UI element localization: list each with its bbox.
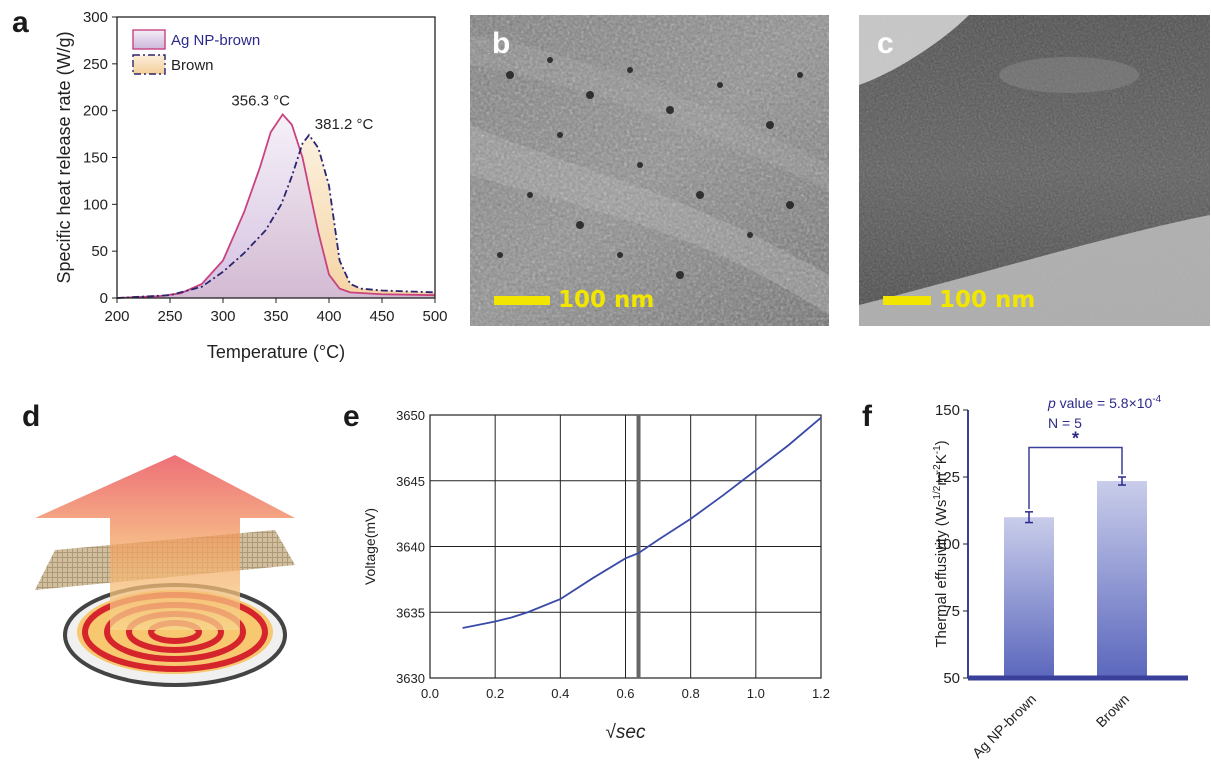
heat-arrow-icon <box>35 455 295 630</box>
voltage-line <box>462 416 822 629</box>
x-tick-label: 400 <box>316 308 341 325</box>
series-line-ag-np-brown <box>116 112 436 299</box>
x-tick-label: 300 <box>210 308 235 325</box>
area-fill-ag-np-brown <box>117 114 435 298</box>
x-tick-label: 0.6 <box>616 686 634 701</box>
significance-star: * <box>1072 429 1079 449</box>
y-tick-label: 200 <box>83 103 108 120</box>
y-label-sup: -2 <box>932 464 943 473</box>
y-tick-label: 300 <box>83 9 108 26</box>
y-tick-label: 0 <box>100 290 108 307</box>
y-tick-label: 150 <box>935 402 960 419</box>
x-tick-label: 0.4 <box>551 686 569 701</box>
x-axis-label: √sec <box>606 722 646 743</box>
x-tick-label: 1.0 <box>747 686 765 701</box>
sem-image-b: b 100 nm <box>470 15 829 326</box>
x-tick-label: 250 <box>157 308 182 325</box>
p-value-text: value = 5.8×10 <box>1056 395 1153 411</box>
x-tick-label: 350 <box>263 308 288 325</box>
p-value-annotation: p value = 5.8×10-4 <box>1047 395 1162 411</box>
panel-label-c: c <box>877 27 894 60</box>
panel-label-a: a <box>12 6 29 39</box>
sample-size: N = 5 <box>1048 415 1082 431</box>
y-tick-label: 125 <box>935 469 960 486</box>
y-tick-label: 75 <box>943 603 960 620</box>
scale-bar-c: 100 nm <box>883 287 1035 313</box>
thermal-effusivity-chart: Ag NP-brown Brown 50 75 100 125 150 * p value = … <box>932 395 1188 761</box>
peak-label: 381.2 °C <box>315 116 374 133</box>
significance-bracket <box>1028 446 1123 510</box>
y-tick-label: 50 <box>91 243 108 260</box>
y-label-part: m <box>933 473 950 486</box>
sem-image-c: c 100 nm <box>859 15 1210 326</box>
panel-label-b: b <box>492 27 511 60</box>
y-label-sup: -1 <box>932 445 943 454</box>
series-line-brown <box>116 133 436 299</box>
p-symbol: p <box>1047 395 1056 411</box>
y-tick-label: 150 <box>83 150 108 167</box>
bar-ag-np-brown <box>1004 517 1054 678</box>
scale-bar-text-c: 100 nm <box>939 287 1036 313</box>
legend-entry: Ag NP-brown <box>171 32 260 49</box>
x-tick-label: 450 <box>369 308 394 325</box>
y-tick-label: 3650 <box>396 408 425 423</box>
y-tick-label: 3635 <box>396 605 425 620</box>
y-tick-label: 100 <box>935 536 960 553</box>
peak-label: 356.3 °C <box>231 92 290 109</box>
sem-texture-c <box>859 15 1210 326</box>
heating-schematic <box>35 455 295 687</box>
legend-entry: Brown <box>171 57 214 74</box>
heat-release-chart: 356.3 °C 381.2 °C 200 250 300 350 400 450 500 0 50… <box>54 9 448 362</box>
legend-swatch <box>132 54 166 75</box>
x-tick-label: 0.8 <box>682 686 700 701</box>
y-axis-label: Thermal effusivity (Ws1/2m-2K-1) <box>932 440 950 647</box>
panel-label-f: f <box>862 400 872 433</box>
sem-texture-b <box>470 15 829 326</box>
y-tick-label: 3630 <box>396 671 425 686</box>
y-label-part: Thermal effusivity (Ws <box>933 500 950 648</box>
y-tick-label: 3645 <box>396 474 425 489</box>
panel-label-e: e <box>343 400 360 433</box>
y-label-sup: 1/2 <box>932 485 943 499</box>
scale-bar-b: 100 nm <box>494 287 654 313</box>
category-label: Brown <box>1093 691 1132 730</box>
legend-swatch <box>132 29 166 50</box>
y-tick-label: 3640 <box>396 540 425 555</box>
y-axis-label: Voltage(mV) <box>362 508 378 585</box>
bar-brown <box>1097 481 1147 678</box>
x-axis-label: Temperature (°C) <box>207 342 345 362</box>
voltage-chart: 0.0 0.2 0.4 0.6 0.8 1.0 1.2 3630 3635 3640 3645 365… <box>362 408 830 743</box>
p-value-exponent: -4 <box>1152 395 1161 405</box>
x-tick-label: 0.2 <box>486 686 504 701</box>
panel-label-d: d <box>22 400 41 433</box>
x-tick-label: 0.0 <box>421 686 439 701</box>
x-tick-label: 1.2 <box>812 686 830 701</box>
x-tick-label: 200 <box>104 308 129 325</box>
y-tick-label: 100 <box>83 196 108 213</box>
scale-bar-line-c <box>883 295 931 305</box>
y-tick-label: 50 <box>943 670 960 687</box>
scale-bar-line-b <box>494 295 550 305</box>
scale-bar-text-b: 100 nm <box>558 287 655 313</box>
y-label-part: ) <box>933 440 950 445</box>
y-axis-label: Specific heat release rate (W/g) <box>54 31 74 283</box>
x-tick-label: 500 <box>422 308 447 325</box>
y-label-part: K <box>933 454 950 464</box>
y-tick-label: 250 <box>83 56 108 73</box>
category-label: Ag NP-brown <box>969 691 1039 761</box>
